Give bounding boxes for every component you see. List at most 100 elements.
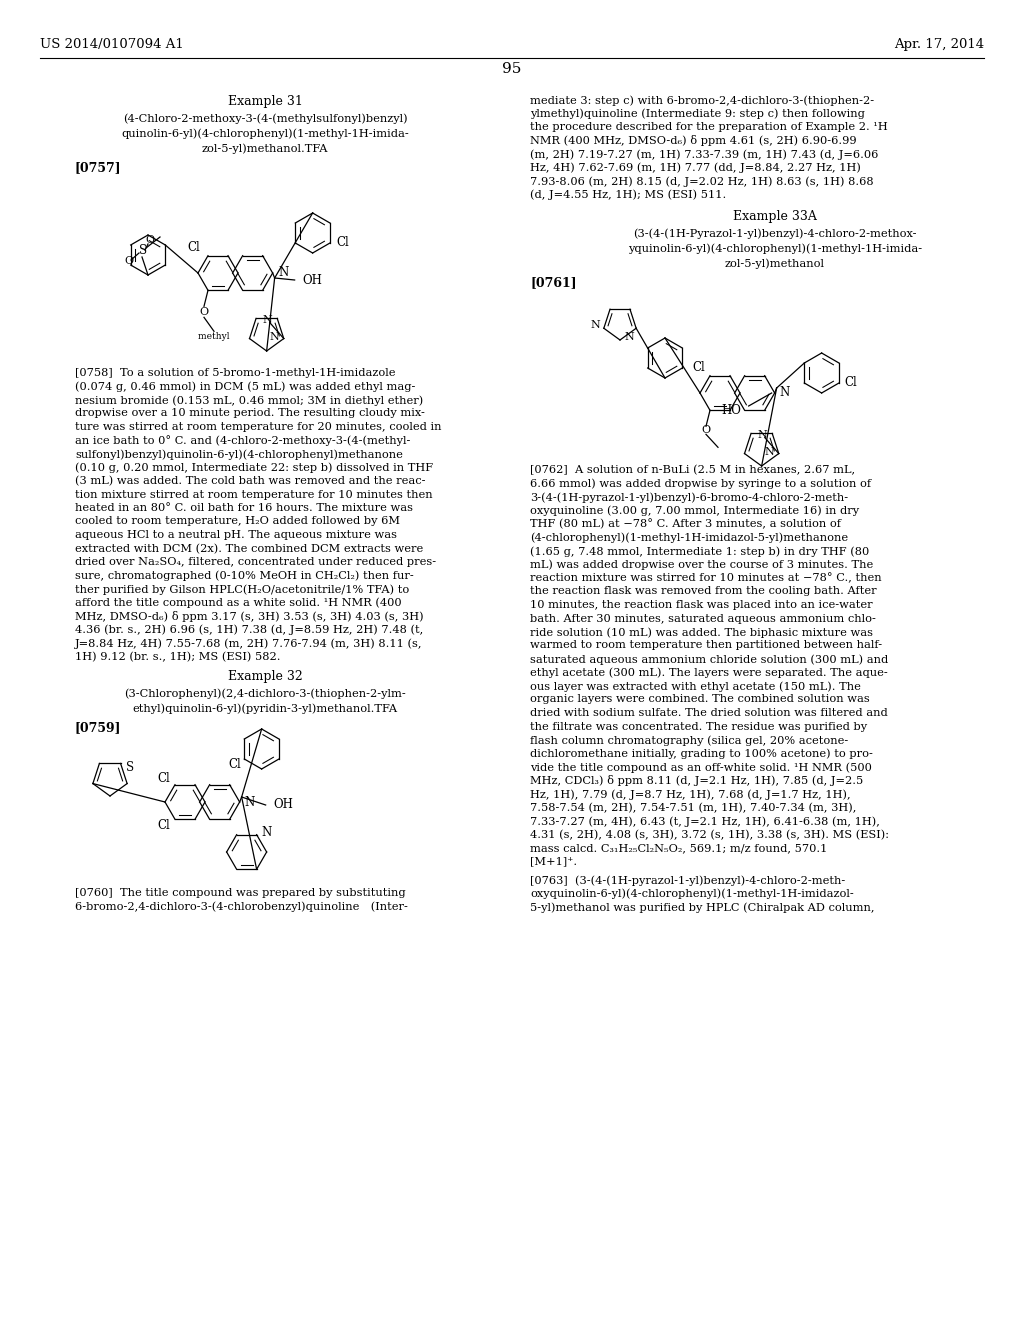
Text: reaction mixture was stirred for 10 minutes at −78° C., then: reaction mixture was stirred for 10 minu… xyxy=(530,573,882,583)
Text: bath. After 30 minutes, saturated aqueous ammonium chlo-: bath. After 30 minutes, saturated aqueou… xyxy=(530,614,876,623)
Text: 3-(4-(1H-pyrazol-1-yl)benzyl)-6-bromo-4-chloro-2-meth-: 3-(4-(1H-pyrazol-1-yl)benzyl)-6-bromo-4-… xyxy=(530,492,848,503)
Text: Example 33A: Example 33A xyxy=(733,210,817,223)
Text: N: N xyxy=(590,321,600,330)
Text: THF (80 mL) at −78° C. After 3 minutes, a solution of: THF (80 mL) at −78° C. After 3 minutes, … xyxy=(530,519,841,529)
Text: Apr. 17, 2014: Apr. 17, 2014 xyxy=(894,38,984,51)
Text: Example 31: Example 31 xyxy=(227,95,302,108)
Text: (m, 2H) 7.19-7.27 (m, 1H) 7.33-7.39 (m, 1H) 7.43 (d, J=6.06: (m, 2H) 7.19-7.27 (m, 1H) 7.33-7.39 (m, … xyxy=(530,149,879,160)
Text: dropwise over a 10 minute period. The resulting cloudy mix-: dropwise over a 10 minute period. The re… xyxy=(75,408,425,418)
Text: 6.66 mmol) was added dropwise by syringe to a solution of: 6.66 mmol) was added dropwise by syringe… xyxy=(530,479,871,490)
Text: Hz, 1H), 7.79 (d, J=8.7 Hz, 1H), 7.68 (d, J=1.7 Hz, 1H),: Hz, 1H), 7.79 (d, J=8.7 Hz, 1H), 7.68 (d… xyxy=(530,789,851,800)
Text: sure, chromatographed (0-10% MeOH in CH₂Cl₂) then fur-: sure, chromatographed (0-10% MeOH in CH₂… xyxy=(75,570,414,581)
Text: vide the title compound as an off-white solid. ¹H NMR (500: vide the title compound as an off-white … xyxy=(530,762,871,772)
Text: ther purified by Gilson HPLC(H₂O/acetonitrile/1% TFA) to: ther purified by Gilson HPLC(H₂O/acetoni… xyxy=(75,583,410,594)
Text: 7.93-8.06 (m, 2H) 8.15 (d, J=2.02 Hz, 1H) 8.63 (s, 1H) 8.68: 7.93-8.06 (m, 2H) 8.15 (d, J=2.02 Hz, 1H… xyxy=(530,176,873,186)
Text: Cl: Cl xyxy=(844,376,857,389)
Text: (4-Chloro-2-methoxy-3-(4-(methylsulfonyl)benzyl): (4-Chloro-2-methoxy-3-(4-(methylsulfonyl… xyxy=(123,114,408,124)
Text: Cl: Cl xyxy=(692,362,705,374)
Text: OH: OH xyxy=(303,273,323,286)
Text: Hz, 4H) 7.62-7.69 (m, 1H) 7.77 (dd, J=8.84, 2.27 Hz, 1H): Hz, 4H) 7.62-7.69 (m, 1H) 7.77 (dd, J=8.… xyxy=(530,162,861,173)
Text: (0.10 g, 0.20 mmol, Intermediate 22: step b) dissolved in THF: (0.10 g, 0.20 mmol, Intermediate 22: ste… xyxy=(75,462,433,473)
Text: afford the title compound as a white solid. ¹H NMR (400: afford the title compound as a white sol… xyxy=(75,598,401,609)
Text: N: N xyxy=(624,333,634,342)
Text: N: N xyxy=(279,267,289,280)
Text: 1H) 9.12 (br. s., 1H); MS (ESI) 582.: 1H) 9.12 (br. s., 1H); MS (ESI) 582. xyxy=(75,652,281,661)
Text: dichloromethane initially, grading to 100% acetone) to pro-: dichloromethane initially, grading to 10… xyxy=(530,748,872,759)
Text: zol-5-yl)methanol: zol-5-yl)methanol xyxy=(725,257,825,268)
Text: an ice bath to 0° C. and (4-chloro-2-methoxy-3-(4-(methyl-: an ice bath to 0° C. and (4-chloro-2-met… xyxy=(75,436,411,446)
Text: (3-Chlorophenyl)(2,4-dichloro-3-(thiophen-2-ylm-: (3-Chlorophenyl)(2,4-dichloro-3-(thiophe… xyxy=(124,688,406,698)
Text: mass calcd. C₃₁H₂₅Cl₂N₅O₂, 569.1; m/z found, 570.1: mass calcd. C₃₁H₂₅Cl₂N₅O₂, 569.1; m/z fo… xyxy=(530,843,827,853)
Text: N: N xyxy=(245,796,255,808)
Text: dried over Na₂SO₄, filtered, concentrated under reduced pres-: dried over Na₂SO₄, filtered, concentrate… xyxy=(75,557,436,568)
Text: S: S xyxy=(126,760,134,774)
Text: ride solution (10 mL) was added. The biphasic mixture was: ride solution (10 mL) was added. The bip… xyxy=(530,627,873,638)
Text: (4-chlorophenyl)(1-methyl-1H-imidazol-5-yl)methanone: (4-chlorophenyl)(1-methyl-1H-imidazol-5-… xyxy=(530,532,848,543)
Text: [0759]: [0759] xyxy=(75,721,122,734)
Text: (3 mL) was added. The cold bath was removed and the reac-: (3 mL) was added. The cold bath was remo… xyxy=(75,477,426,486)
Text: [0761]: [0761] xyxy=(530,276,577,289)
Text: [M+1]⁺.: [M+1]⁺. xyxy=(530,857,578,866)
Text: dried with sodium sulfate. The dried solution was filtered and: dried with sodium sulfate. The dried sol… xyxy=(530,708,888,718)
Text: (0.074 g, 0.46 mmol) in DCM (5 mL) was added ethyl mag-: (0.074 g, 0.46 mmol) in DCM (5 mL) was a… xyxy=(75,381,416,392)
Text: the reaction flask was removed from the cooling bath. After: the reaction flask was removed from the … xyxy=(530,586,877,597)
Text: (1.65 g, 7.48 mmol, Intermediate 1: step b) in dry THF (80: (1.65 g, 7.48 mmol, Intermediate 1: step… xyxy=(530,546,869,557)
Text: ous layer was extracted with ethyl acetate (150 mL). The: ous layer was extracted with ethyl aceta… xyxy=(530,681,861,692)
Text: (3-(4-(1H-Pyrazol-1-yl)benzyl)-4-chloro-2-methox-: (3-(4-(1H-Pyrazol-1-yl)benzyl)-4-chloro-… xyxy=(633,228,916,239)
Text: MHz, CDCl₃) δ ppm 8.11 (d, J=2.1 Hz, 1H), 7.85 (d, J=2.5: MHz, CDCl₃) δ ppm 8.11 (d, J=2.1 Hz, 1H)… xyxy=(530,776,863,787)
Text: oxyquinolin-6-yl)(4-chlorophenyl)(1-methyl-1H-imidazol-: oxyquinolin-6-yl)(4-chlorophenyl)(1-meth… xyxy=(530,888,854,899)
Text: 6-bromo-2,4-dichloro-3-(4-chlorobenzyl)quinoline (Inter-: 6-bromo-2,4-dichloro-3-(4-chlorobenzyl)q… xyxy=(75,902,408,912)
Text: 95: 95 xyxy=(503,62,521,77)
Text: OH: OH xyxy=(273,799,294,812)
Text: flash column chromatography (silica gel, 20% acetone-: flash column chromatography (silica gel,… xyxy=(530,735,848,746)
Text: N: N xyxy=(764,446,774,457)
Text: 7.58-7.54 (m, 2H), 7.54-7.51 (m, 1H), 7.40-7.34 (m, 3H),: 7.58-7.54 (m, 2H), 7.54-7.51 (m, 1H), 7.… xyxy=(530,803,856,813)
Text: the procedure described for the preparation of Example 2. ¹H: the procedure described for the preparat… xyxy=(530,121,888,132)
Text: 4.36 (br. s., 2H) 6.96 (s, 1H) 7.38 (d, J=8.59 Hz, 2H) 7.48 (t,: 4.36 (br. s., 2H) 6.96 (s, 1H) 7.38 (d, … xyxy=(75,624,423,635)
Text: [0757]: [0757] xyxy=(75,161,122,174)
Text: quinolin-6-yl)(4-chlorophenyl)(1-methyl-1H-imida-: quinolin-6-yl)(4-chlorophenyl)(1-methyl-… xyxy=(121,128,409,139)
Text: methyl​: methyl​ xyxy=(199,331,229,341)
Text: the filtrate was concentrated. The residue was purified by: the filtrate was concentrated. The resid… xyxy=(530,722,867,731)
Text: Cl: Cl xyxy=(336,236,349,249)
Text: mediate 3: step c) with 6-bromo-2,4-dichloro-3-(thiophen-2-: mediate 3: step c) with 6-bromo-2,4-dich… xyxy=(530,95,874,106)
Text: nesium bromide (0.153 mL, 0.46 mmol; 3M in diethyl ether): nesium bromide (0.153 mL, 0.46 mmol; 3M … xyxy=(75,395,423,405)
Text: extracted with DCM (2x). The combined DCM extracts were: extracted with DCM (2x). The combined DC… xyxy=(75,544,423,554)
Text: ethyl acetate (300 mL). The layers were separated. The aque-: ethyl acetate (300 mL). The layers were … xyxy=(530,668,888,678)
Text: J=8.84 Hz, 4H) 7.55-7.68 (m, 2H) 7.76-7.94 (m, 3H) 8.11 (s,: J=8.84 Hz, 4H) 7.55-7.68 (m, 2H) 7.76-7.… xyxy=(75,638,423,648)
Text: aqueous HCl to a neutral pH. The aqueous mixture was: aqueous HCl to a neutral pH. The aqueous… xyxy=(75,531,397,540)
Text: [0760]  The title compound was prepared by substituting: [0760] The title compound was prepared b… xyxy=(75,888,406,898)
Text: N: N xyxy=(758,430,767,441)
Text: ylmethyl)quinoline (Intermediate 9: step c) then following: ylmethyl)quinoline (Intermediate 9: step… xyxy=(530,108,865,119)
Text: warmed to room temperature then partitioned between half-: warmed to room temperature then partitio… xyxy=(530,640,882,651)
Text: [0762]  A solution of n-BuLi (2.5 M in hexanes, 2.67 mL,: [0762] A solution of n-BuLi (2.5 M in he… xyxy=(530,465,855,475)
Text: saturated aqueous ammonium chloride solution (300 mL) and: saturated aqueous ammonium chloride solu… xyxy=(530,653,888,664)
Text: NMR (400 MHz, DMSO-d₆) δ ppm 4.61 (s, 2H) 6.90-6.99: NMR (400 MHz, DMSO-d₆) δ ppm 4.61 (s, 2H… xyxy=(530,136,857,147)
Text: tion mixture stirred at room temperature for 10 minutes then: tion mixture stirred at room temperature… xyxy=(75,490,432,499)
Text: 4.31 (s, 2H), 4.08 (s, 3H), 3.72 (s, 1H), 3.38 (s, 3H). MS (ESI):: 4.31 (s, 2H), 4.08 (s, 3H), 3.72 (s, 1H)… xyxy=(530,829,889,840)
Text: Cl: Cl xyxy=(187,242,200,255)
Text: zol-5-yl)methanol.TFA: zol-5-yl)methanol.TFA xyxy=(202,143,329,153)
Text: MHz, DMSO-d₆) δ ppm 3.17 (s, 3H) 3.53 (s, 3H) 4.03 (s, 3H): MHz, DMSO-d₆) δ ppm 3.17 (s, 3H) 3.53 (s… xyxy=(75,611,424,622)
Text: ethyl)quinolin-6-yl)(pyridin-3-yl)methanol.TFA: ethyl)quinolin-6-yl)(pyridin-3-yl)methan… xyxy=(132,704,397,714)
Text: US 2014/0107094 A1: US 2014/0107094 A1 xyxy=(40,38,183,51)
Text: S: S xyxy=(139,244,147,257)
Text: sulfonyl)benzyl)quinolin-6-yl)(4-chlorophenyl)methanone: sulfonyl)benzyl)quinolin-6-yl)(4-chlorop… xyxy=(75,449,402,459)
Text: N: N xyxy=(262,315,272,326)
Text: O: O xyxy=(145,235,155,246)
Text: Cl: Cl xyxy=(158,772,170,785)
Text: O: O xyxy=(701,425,711,436)
Text: N: N xyxy=(269,331,279,342)
Text: 7.33-7.27 (m, 4H), 6.43 (t, J=2.1 Hz, 1H), 6.41-6.38 (m, 1H),: 7.33-7.27 (m, 4H), 6.43 (t, J=2.1 Hz, 1H… xyxy=(530,816,880,826)
Text: (d, J=4.55 Hz, 1H); MS (ESI) 511.: (d, J=4.55 Hz, 1H); MS (ESI) 511. xyxy=(530,190,726,201)
Text: Example 32: Example 32 xyxy=(227,671,302,682)
Text: HO: HO xyxy=(722,404,741,417)
Text: mL) was added dropwise over the course of 3 minutes. The: mL) was added dropwise over the course o… xyxy=(530,560,873,570)
Text: [0758]  To a solution of 5-bromo-1-methyl-1H-imidazole: [0758] To a solution of 5-bromo-1-methyl… xyxy=(75,368,395,378)
Text: heated in an 80° C. oil bath for 16 hours. The mixture was: heated in an 80° C. oil bath for 16 hour… xyxy=(75,503,413,513)
Text: yquinolin-6-yl)(4-chlorophenyl)(1-methyl-1H-imida-: yquinolin-6-yl)(4-chlorophenyl)(1-methyl… xyxy=(628,243,922,253)
Text: [0763]  (3-(4-(1H-pyrazol-1-yl)benzyl)-4-chloro-2-meth-: [0763] (3-(4-(1H-pyrazol-1-yl)benzyl)-4-… xyxy=(530,875,845,886)
Text: cooled to room temperature, H₂O added followed by 6M: cooled to room temperature, H₂O added fo… xyxy=(75,516,400,527)
Text: Cl: Cl xyxy=(228,758,242,771)
Text: O: O xyxy=(200,308,209,317)
